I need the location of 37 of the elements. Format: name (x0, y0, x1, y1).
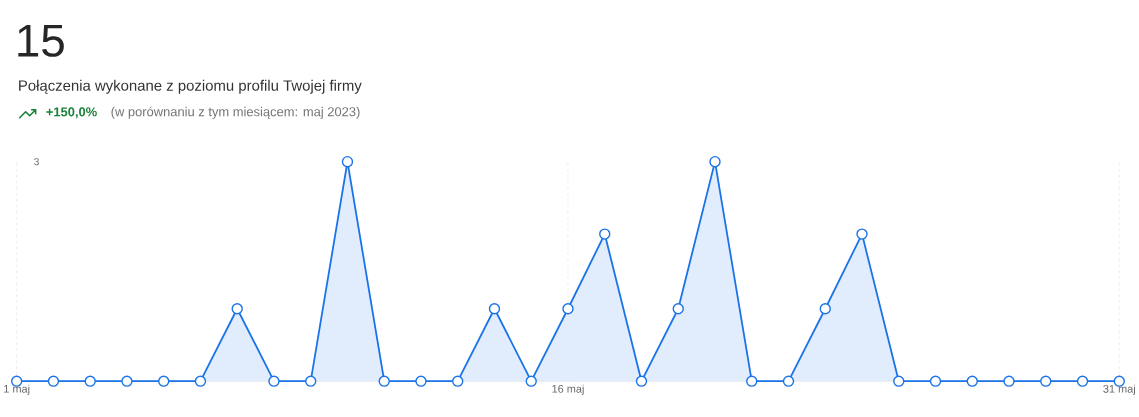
point (819, 302, 831, 315)
point (415, 375, 427, 387)
text: +150,0% (46, 107, 97, 119)
point (1076, 375, 1089, 387)
chart-subtitle: Połączenia wykonane z poziomu profilu Twojej firmy (19, 79, 362, 94)
point (194, 375, 207, 387)
x-tick-label: 31 maj (1103, 384, 1135, 395)
x-tick-label: 1 maj (4, 384, 30, 395)
point (452, 375, 464, 387)
point (525, 375, 537, 387)
point (782, 375, 795, 387)
point (268, 375, 280, 387)
point (635, 375, 648, 387)
point (158, 375, 170, 387)
point (893, 375, 905, 387)
point (488, 302, 501, 315)
point (305, 375, 317, 387)
point (1003, 375, 1015, 387)
point (966, 375, 978, 387)
point (929, 375, 942, 387)
annotation: 3 (34, 158, 39, 166)
text: (w porównaniu z tym miesiącem: maj 2023) (111, 106, 360, 119)
point (1040, 375, 1052, 387)
x-tick-label: 16 maj (552, 384, 584, 395)
point (47, 375, 60, 387)
point (378, 375, 390, 387)
point (121, 375, 133, 387)
point (599, 228, 611, 240)
point (746, 375, 758, 387)
point (231, 302, 243, 315)
point (341, 155, 354, 168)
point (856, 228, 868, 240)
point (84, 375, 96, 387)
point (709, 155, 721, 168)
point (672, 302, 684, 315)
point (562, 302, 574, 315)
chart-title: 15 (18, 24, 64, 57)
